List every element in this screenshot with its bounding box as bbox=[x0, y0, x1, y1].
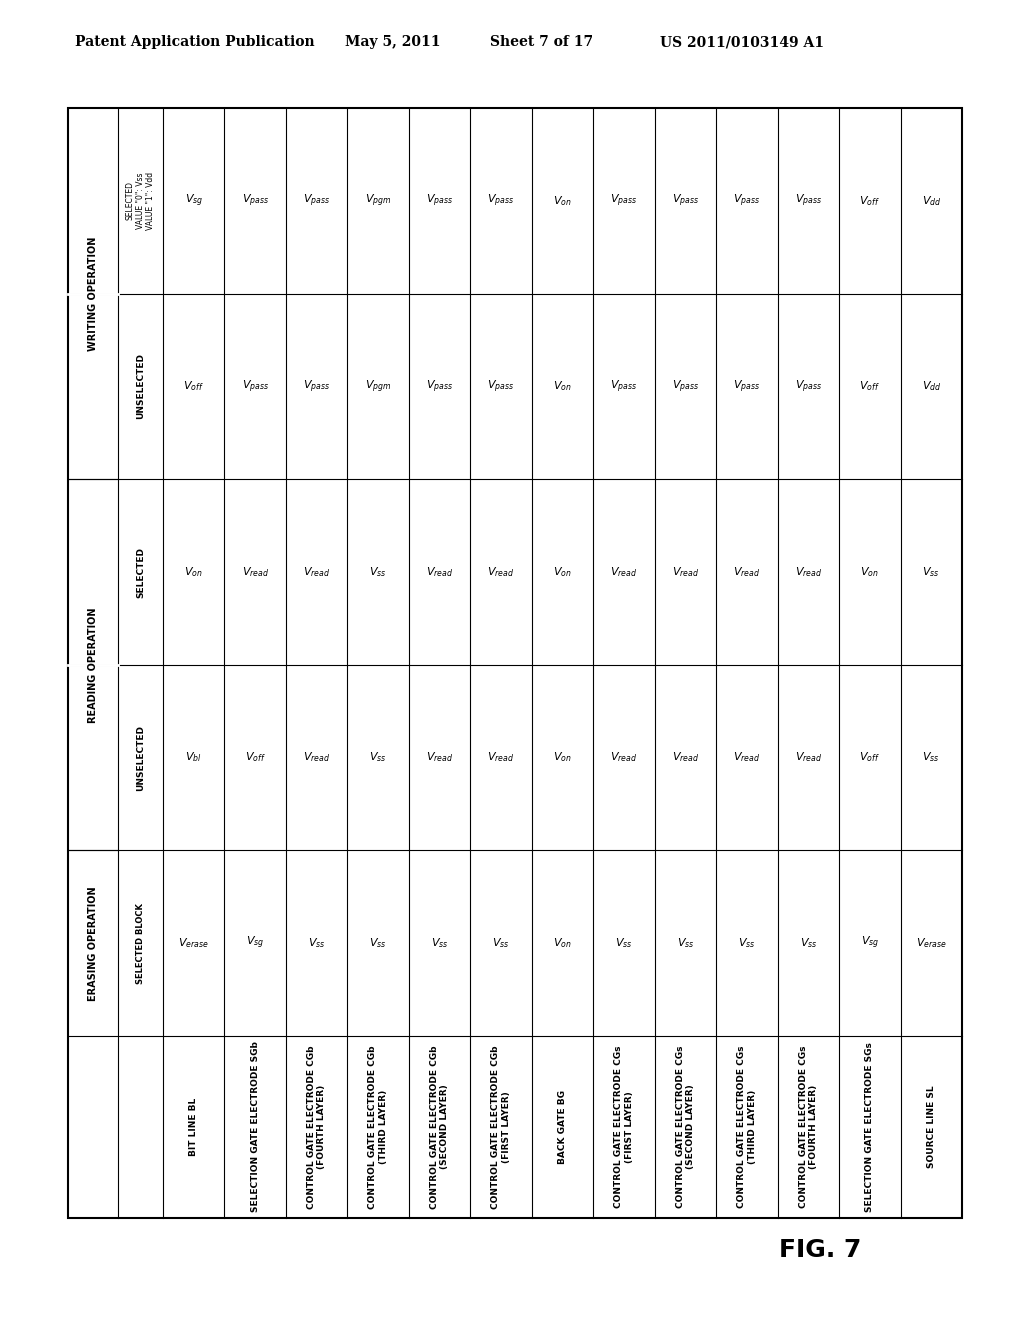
Text: $V_{read}$: $V_{read}$ bbox=[487, 751, 515, 764]
Text: May 5, 2011: May 5, 2011 bbox=[345, 36, 440, 49]
Text: $V_{erase}$: $V_{erase}$ bbox=[915, 936, 947, 950]
Text: $V_{bl}$: $V_{bl}$ bbox=[185, 751, 202, 764]
Text: $V_{ss}$: $V_{ss}$ bbox=[431, 936, 449, 950]
Text: $V_{on}$: $V_{on}$ bbox=[860, 565, 880, 579]
Text: $V_{pass}$: $V_{pass}$ bbox=[733, 379, 761, 395]
Text: $V_{on}$: $V_{on}$ bbox=[553, 194, 571, 207]
Text: $V_{ss}$: $V_{ss}$ bbox=[370, 565, 387, 579]
Text: $V_{on}$: $V_{on}$ bbox=[553, 565, 571, 579]
Text: CONTROL GATE ELECTRODE CGs
(FOURTH LAYER): CONTROL GATE ELECTRODE CGs (FOURTH LAYER… bbox=[799, 1045, 818, 1208]
Text: $V_{ss}$: $V_{ss}$ bbox=[738, 936, 756, 950]
Text: SELECTED
VALUE "0": Vss
VALUE "1": Vdd: SELECTED VALUE "0": Vss VALUE "1": Vdd bbox=[126, 172, 156, 230]
Text: $V_{dd}$: $V_{dd}$ bbox=[922, 194, 941, 207]
Text: $V_{read}$: $V_{read}$ bbox=[733, 565, 761, 579]
Bar bbox=[68, 108, 962, 1218]
Text: $V_{ss}$: $V_{ss}$ bbox=[493, 936, 510, 950]
Text: CONTROL GATE ELECTRODE CGb
(THIRD LAYER): CONTROL GATE ELECTRODE CGb (THIRD LAYER) bbox=[369, 1045, 388, 1209]
Text: $V_{sg}$: $V_{sg}$ bbox=[860, 935, 879, 952]
Text: UNSELECTED: UNSELECTED bbox=[136, 354, 145, 420]
Text: $V_{erase}$: $V_{erase}$ bbox=[178, 936, 209, 950]
Text: CONTROL GATE ELECTRODE CGb
(FIRST LAYER): CONTROL GATE ELECTRODE CGb (FIRST LAYER) bbox=[492, 1045, 511, 1209]
Text: $V_{off}$: $V_{off}$ bbox=[183, 380, 204, 393]
Text: $V_{read}$: $V_{read}$ bbox=[426, 751, 454, 764]
Text: $V_{pass}$: $V_{pass}$ bbox=[610, 193, 638, 209]
Text: UNSELECTED: UNSELECTED bbox=[136, 725, 145, 791]
Text: $V_{read}$: $V_{read}$ bbox=[303, 565, 331, 579]
Text: CONTROL GATE ELECTRODE CGb
(SECOND LAYER): CONTROL GATE ELECTRODE CGb (SECOND LAYER… bbox=[430, 1045, 450, 1209]
Text: $V_{off}$: $V_{off}$ bbox=[859, 194, 881, 207]
Text: $V_{pass}$: $V_{pass}$ bbox=[426, 379, 454, 395]
Text: SELECTION GATE ELECTRODE SGs: SELECTION GATE ELECTRODE SGs bbox=[865, 1041, 874, 1212]
Text: $V_{pass}$: $V_{pass}$ bbox=[672, 193, 699, 209]
Text: $V_{off}$: $V_{off}$ bbox=[245, 751, 265, 764]
Text: US 2011/0103149 A1: US 2011/0103149 A1 bbox=[660, 36, 824, 49]
Text: $V_{on}$: $V_{on}$ bbox=[184, 565, 203, 579]
Text: $V_{ss}$: $V_{ss}$ bbox=[370, 936, 387, 950]
Text: $V_{off}$: $V_{off}$ bbox=[859, 380, 881, 393]
Text: $V_{pass}$: $V_{pass}$ bbox=[242, 379, 269, 395]
Text: $V_{pgm}$: $V_{pgm}$ bbox=[365, 379, 391, 395]
Text: $V_{read}$: $V_{read}$ bbox=[610, 565, 638, 579]
Text: $V_{read}$: $V_{read}$ bbox=[795, 751, 822, 764]
Text: $V_{pass}$: $V_{pass}$ bbox=[242, 193, 269, 209]
Text: $V_{on}$: $V_{on}$ bbox=[553, 751, 571, 764]
Text: READING OPERATION: READING OPERATION bbox=[88, 607, 98, 722]
Text: $V_{pass}$: $V_{pass}$ bbox=[426, 193, 454, 209]
Text: BACK GATE BG: BACK GATE BG bbox=[558, 1090, 567, 1164]
Text: $V_{sg}$: $V_{sg}$ bbox=[246, 935, 264, 952]
Text: $V_{pgm}$: $V_{pgm}$ bbox=[365, 193, 391, 209]
Text: $V_{read}$: $V_{read}$ bbox=[795, 565, 822, 579]
Text: Patent Application Publication: Patent Application Publication bbox=[75, 36, 314, 49]
Text: $V_{read}$: $V_{read}$ bbox=[303, 751, 331, 764]
Text: $V_{read}$: $V_{read}$ bbox=[733, 751, 761, 764]
Text: $V_{pass}$: $V_{pass}$ bbox=[795, 193, 822, 209]
Text: $V_{dd}$: $V_{dd}$ bbox=[922, 380, 941, 393]
Text: $V_{read}$: $V_{read}$ bbox=[487, 565, 515, 579]
Text: WRITING OPERATION: WRITING OPERATION bbox=[88, 236, 98, 351]
Text: Sheet 7 of 17: Sheet 7 of 17 bbox=[490, 36, 593, 49]
Text: $V_{read}$: $V_{read}$ bbox=[672, 751, 699, 764]
Text: $V_{pass}$: $V_{pass}$ bbox=[487, 379, 515, 395]
Text: $V_{read}$: $V_{read}$ bbox=[672, 565, 699, 579]
Text: $V_{pass}$: $V_{pass}$ bbox=[795, 379, 822, 395]
Text: BIT LINE BL: BIT LINE BL bbox=[189, 1098, 199, 1156]
Text: FIG. 7: FIG. 7 bbox=[779, 1238, 861, 1262]
Text: $V_{pass}$: $V_{pass}$ bbox=[733, 193, 761, 209]
Text: $V_{off}$: $V_{off}$ bbox=[859, 751, 881, 764]
Text: $V_{read}$: $V_{read}$ bbox=[610, 751, 638, 764]
Text: CONTROL GATE ELECTRODE CGb
(FOURTH LAYER): CONTROL GATE ELECTRODE CGb (FOURTH LAYER… bbox=[307, 1045, 327, 1209]
Text: $V_{pass}$: $V_{pass}$ bbox=[303, 193, 331, 209]
Text: $V_{pass}$: $V_{pass}$ bbox=[303, 379, 331, 395]
Text: SOURCE LINE SL: SOURCE LINE SL bbox=[927, 1085, 936, 1168]
Text: $V_{ss}$: $V_{ss}$ bbox=[923, 565, 940, 579]
Text: $V_{ss}$: $V_{ss}$ bbox=[677, 936, 694, 950]
Text: $V_{sg}$: $V_{sg}$ bbox=[184, 193, 203, 209]
Text: SELECTED BLOCK: SELECTED BLOCK bbox=[136, 903, 145, 983]
Text: $V_{on}$: $V_{on}$ bbox=[553, 380, 571, 393]
Text: $V_{ss}$: $V_{ss}$ bbox=[800, 936, 817, 950]
Text: $V_{pass}$: $V_{pass}$ bbox=[672, 379, 699, 395]
Text: ERASING OPERATION: ERASING OPERATION bbox=[88, 886, 98, 1001]
Text: $V_{read}$: $V_{read}$ bbox=[242, 565, 269, 579]
Text: $V_{on}$: $V_{on}$ bbox=[553, 936, 571, 950]
Text: $V_{ss}$: $V_{ss}$ bbox=[308, 936, 326, 950]
Text: $V_{pass}$: $V_{pass}$ bbox=[487, 193, 515, 209]
Text: CONTROL GATE ELECTRODE CGs
(THIRD LAYER): CONTROL GATE ELECTRODE CGs (THIRD LAYER) bbox=[737, 1045, 757, 1208]
Text: CONTROL GATE ELECTRODE CGs
(FIRST LAYER): CONTROL GATE ELECTRODE CGs (FIRST LAYER) bbox=[614, 1045, 634, 1208]
Text: $V_{read}$: $V_{read}$ bbox=[426, 565, 454, 579]
Text: $V_{pass}$: $V_{pass}$ bbox=[610, 379, 638, 395]
Text: $V_{ss}$: $V_{ss}$ bbox=[370, 751, 387, 764]
Text: SELECTED: SELECTED bbox=[136, 546, 145, 598]
Text: $V_{ss}$: $V_{ss}$ bbox=[615, 936, 633, 950]
Text: CONTROL GATE ELECTRODE CGs
(SECOND LAYER): CONTROL GATE ELECTRODE CGs (SECOND LAYER… bbox=[676, 1045, 695, 1208]
Text: $V_{ss}$: $V_{ss}$ bbox=[923, 751, 940, 764]
Text: SELECTION GATE ELECTRODE SGb: SELECTION GATE ELECTRODE SGb bbox=[251, 1041, 260, 1213]
